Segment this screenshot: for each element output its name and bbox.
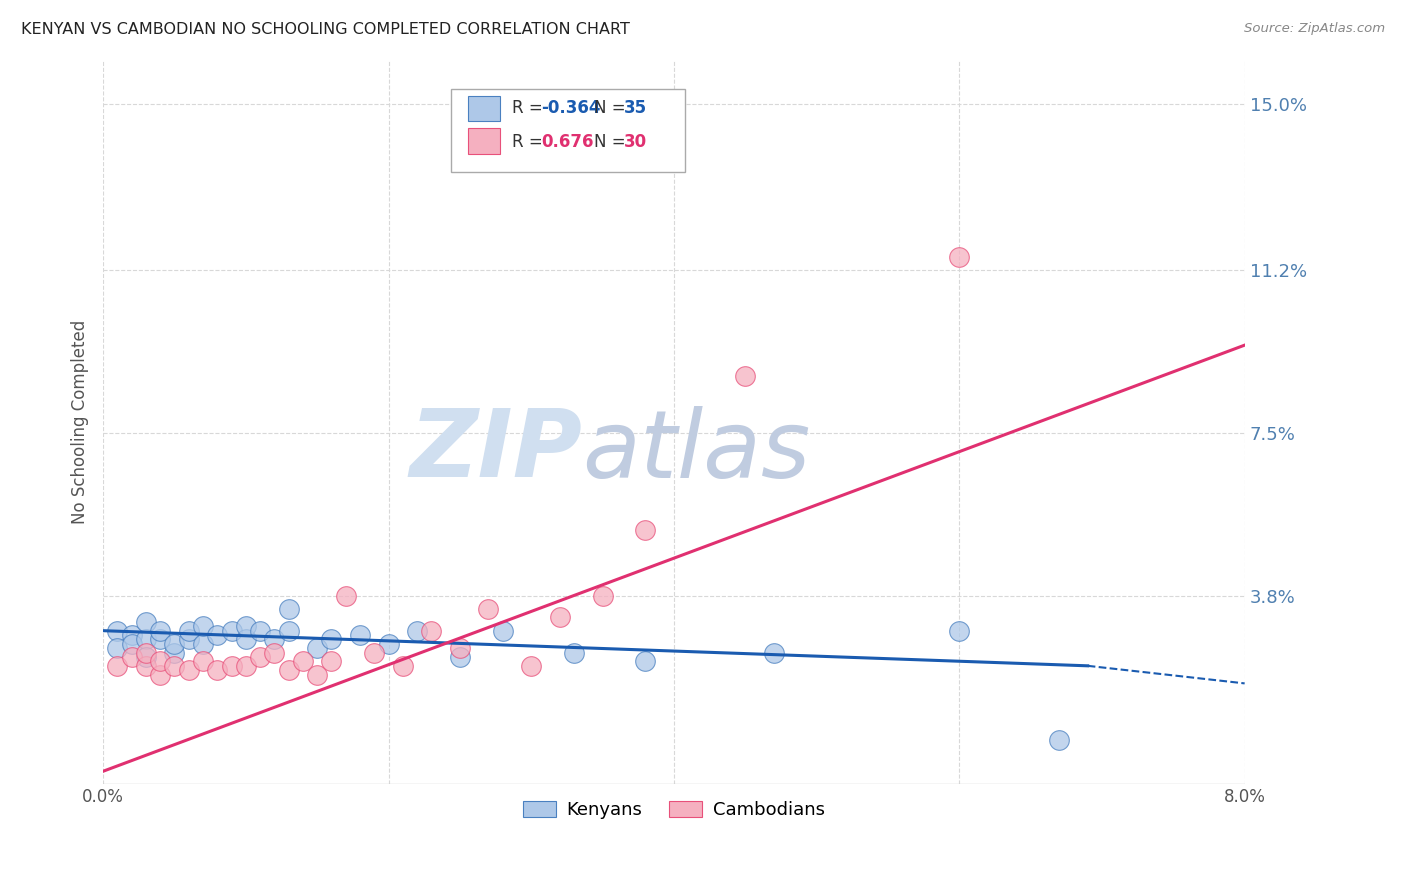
Point xyxy=(734,368,756,383)
Point xyxy=(291,655,314,669)
Point xyxy=(762,646,785,660)
Point xyxy=(634,523,657,537)
Point xyxy=(335,589,357,603)
Point xyxy=(135,646,157,660)
Point xyxy=(420,624,443,638)
Bar xyxy=(468,128,501,153)
Point xyxy=(191,619,214,633)
Point xyxy=(321,655,343,669)
Point xyxy=(634,655,657,669)
Point xyxy=(349,628,371,642)
Point xyxy=(177,663,200,677)
Point xyxy=(235,632,257,647)
Point xyxy=(191,655,214,669)
Point xyxy=(221,624,243,638)
Point xyxy=(135,650,157,665)
Point xyxy=(277,624,299,638)
Point xyxy=(149,632,172,647)
Legend: Kenyans, Cambodians: Kenyans, Cambodians xyxy=(516,793,832,826)
Point xyxy=(277,601,299,615)
Text: 35: 35 xyxy=(624,99,647,117)
Point xyxy=(105,624,128,638)
Point xyxy=(121,650,143,665)
Point xyxy=(207,628,229,642)
Point xyxy=(163,658,186,673)
Point xyxy=(221,658,243,673)
Text: N =: N = xyxy=(593,99,631,117)
Point xyxy=(391,658,413,673)
Bar xyxy=(468,95,501,121)
Point xyxy=(406,624,429,638)
Point xyxy=(307,667,329,681)
Point xyxy=(449,641,471,656)
Point xyxy=(277,663,299,677)
Point xyxy=(235,658,257,673)
Point xyxy=(163,646,186,660)
Point xyxy=(249,650,271,665)
Text: Source: ZipAtlas.com: Source: ZipAtlas.com xyxy=(1244,22,1385,36)
Point xyxy=(363,646,385,660)
Point xyxy=(1047,733,1070,747)
Point xyxy=(191,637,214,651)
Point xyxy=(249,624,271,638)
Text: 30: 30 xyxy=(624,133,647,151)
Point xyxy=(105,658,128,673)
Point xyxy=(135,632,157,647)
Point xyxy=(149,624,172,638)
Point xyxy=(121,637,143,651)
Point xyxy=(235,619,257,633)
Text: ZIP: ZIP xyxy=(409,405,582,497)
Text: N =: N = xyxy=(593,133,631,151)
Point xyxy=(321,632,343,647)
Text: atlas: atlas xyxy=(582,406,811,497)
Point xyxy=(177,624,200,638)
Y-axis label: No Schooling Completed: No Schooling Completed xyxy=(72,320,89,524)
Point xyxy=(477,601,499,615)
Point xyxy=(121,628,143,642)
Point xyxy=(207,663,229,677)
Point xyxy=(135,615,157,629)
Point xyxy=(263,632,285,647)
Point xyxy=(520,658,543,673)
Point xyxy=(307,641,329,656)
FancyBboxPatch shape xyxy=(451,88,685,172)
Point xyxy=(548,610,571,624)
Text: R =: R = xyxy=(512,99,548,117)
Point xyxy=(592,589,614,603)
Text: 8.0%: 8.0% xyxy=(1223,788,1265,806)
Point xyxy=(449,650,471,665)
Text: 0.676: 0.676 xyxy=(541,133,593,151)
Text: -0.364: -0.364 xyxy=(541,99,600,117)
Point xyxy=(948,250,970,264)
Point xyxy=(562,646,585,660)
Text: R =: R = xyxy=(512,133,553,151)
Point xyxy=(177,632,200,647)
Text: KENYAN VS CAMBODIAN NO SCHOOLING COMPLETED CORRELATION CHART: KENYAN VS CAMBODIAN NO SCHOOLING COMPLET… xyxy=(21,22,630,37)
Point xyxy=(948,624,970,638)
Point xyxy=(377,637,399,651)
Point xyxy=(149,655,172,669)
Point xyxy=(492,624,515,638)
Point xyxy=(105,641,128,656)
Point xyxy=(135,658,157,673)
Point xyxy=(163,637,186,651)
Text: 0.0%: 0.0% xyxy=(82,788,124,806)
Point xyxy=(263,646,285,660)
Point xyxy=(149,667,172,681)
